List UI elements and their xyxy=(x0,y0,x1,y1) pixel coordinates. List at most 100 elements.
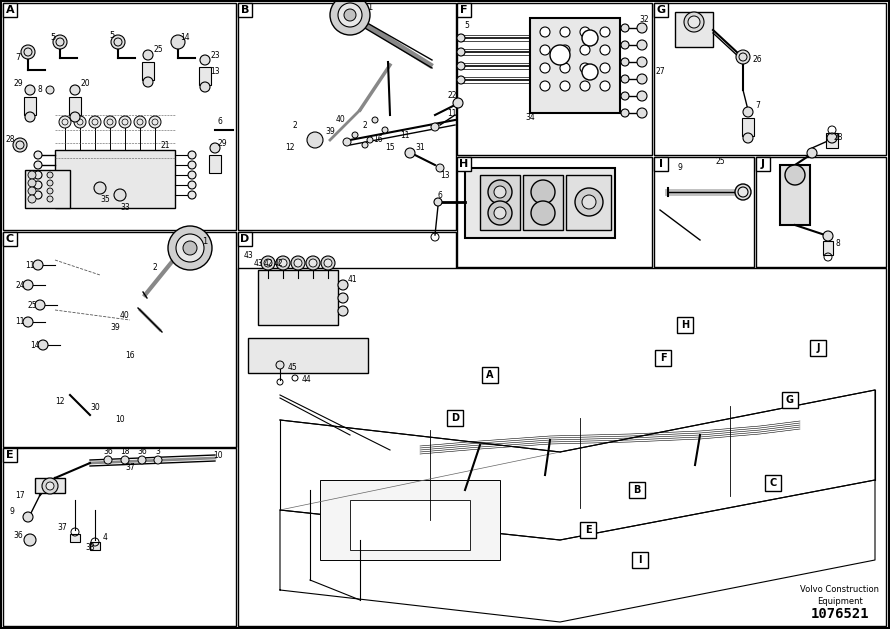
Text: B: B xyxy=(634,485,641,495)
Bar xyxy=(482,367,498,383)
Text: 17: 17 xyxy=(15,491,25,499)
Text: 38: 38 xyxy=(85,543,95,552)
Text: 32: 32 xyxy=(639,16,649,25)
Circle shape xyxy=(149,116,161,128)
Text: 20: 20 xyxy=(80,79,90,87)
Bar xyxy=(69,97,81,115)
Bar xyxy=(35,478,65,493)
Circle shape xyxy=(114,38,122,46)
Text: A: A xyxy=(5,5,14,15)
Text: 42: 42 xyxy=(273,260,283,269)
Circle shape xyxy=(111,35,125,49)
Text: C: C xyxy=(769,478,777,488)
Text: 聚茂 动力: 聚茂 动力 xyxy=(805,508,836,532)
Text: 33: 33 xyxy=(120,204,130,213)
Text: Diesel-Engines: Diesel-Engines xyxy=(371,481,429,520)
Text: 11: 11 xyxy=(25,260,35,269)
Circle shape xyxy=(134,116,146,128)
Text: 14: 14 xyxy=(180,33,190,42)
Text: 11: 11 xyxy=(400,130,409,140)
Text: 43: 43 xyxy=(253,260,263,269)
Circle shape xyxy=(188,171,196,179)
Circle shape xyxy=(294,259,302,267)
Text: 聚茂 动力: 聚茂 动力 xyxy=(335,43,366,67)
Circle shape xyxy=(488,201,512,225)
Circle shape xyxy=(89,116,101,128)
Bar xyxy=(782,392,798,408)
Bar xyxy=(3,232,17,246)
Text: 23: 23 xyxy=(210,50,220,60)
Circle shape xyxy=(540,27,550,37)
Circle shape xyxy=(183,241,197,255)
Text: D: D xyxy=(240,234,249,244)
Circle shape xyxy=(34,181,42,189)
Circle shape xyxy=(637,40,647,50)
Text: 24: 24 xyxy=(15,281,25,289)
Text: F: F xyxy=(659,353,667,363)
Text: 26: 26 xyxy=(752,55,762,65)
Circle shape xyxy=(34,191,42,199)
Text: 聚茂 动力: 聚茂 动力 xyxy=(314,328,345,352)
Text: 36: 36 xyxy=(103,447,113,457)
Circle shape xyxy=(434,198,442,206)
Text: 2: 2 xyxy=(362,121,368,130)
Circle shape xyxy=(309,259,317,267)
Circle shape xyxy=(23,512,33,522)
Circle shape xyxy=(580,63,590,73)
Bar xyxy=(632,552,648,568)
Circle shape xyxy=(59,116,71,128)
Text: 18: 18 xyxy=(120,447,130,457)
Bar xyxy=(55,150,175,208)
Circle shape xyxy=(137,119,143,125)
Circle shape xyxy=(580,81,590,91)
Text: G: G xyxy=(657,5,666,15)
Circle shape xyxy=(188,161,196,169)
Circle shape xyxy=(436,164,444,172)
Circle shape xyxy=(176,234,204,262)
Text: 1: 1 xyxy=(202,238,207,247)
Bar xyxy=(457,157,471,171)
Text: Diesel-Engines: Diesel-Engines xyxy=(721,55,780,94)
Text: I: I xyxy=(638,555,642,565)
Circle shape xyxy=(70,85,80,95)
Circle shape xyxy=(35,300,45,310)
Text: G: G xyxy=(786,395,794,405)
Circle shape xyxy=(28,195,36,203)
Circle shape xyxy=(46,86,54,94)
Bar xyxy=(457,3,652,155)
Text: Volvo Construction
Equipment: Volvo Construction Equipment xyxy=(800,585,879,606)
Bar xyxy=(566,175,611,230)
Circle shape xyxy=(24,48,32,56)
Text: 8: 8 xyxy=(37,86,43,94)
Text: Diesel-Engines: Diesel-Engines xyxy=(790,201,849,240)
Circle shape xyxy=(575,188,603,216)
Circle shape xyxy=(74,116,86,128)
Bar xyxy=(654,157,754,267)
Text: 30: 30 xyxy=(90,403,100,413)
Text: 15: 15 xyxy=(385,143,395,152)
Text: 12: 12 xyxy=(286,143,295,152)
Circle shape xyxy=(827,133,837,143)
Circle shape xyxy=(104,456,112,464)
Bar xyxy=(654,3,668,17)
Bar xyxy=(199,67,211,85)
Circle shape xyxy=(560,81,570,91)
Text: 28: 28 xyxy=(5,135,15,145)
Text: Diesel-Engines: Diesel-Engines xyxy=(161,70,219,109)
Circle shape xyxy=(453,98,463,108)
Circle shape xyxy=(107,119,113,125)
Bar xyxy=(629,482,645,498)
Text: 10: 10 xyxy=(214,450,222,460)
Circle shape xyxy=(405,148,415,158)
Circle shape xyxy=(121,456,129,464)
Text: 36: 36 xyxy=(137,447,147,457)
Circle shape xyxy=(291,256,305,270)
Circle shape xyxy=(637,108,647,118)
Text: 14: 14 xyxy=(30,340,40,350)
Text: H: H xyxy=(681,320,689,330)
Text: 8: 8 xyxy=(836,238,840,247)
Text: 7: 7 xyxy=(756,101,760,109)
Circle shape xyxy=(62,119,68,125)
Text: 21: 21 xyxy=(160,140,170,150)
Bar xyxy=(675,12,713,47)
